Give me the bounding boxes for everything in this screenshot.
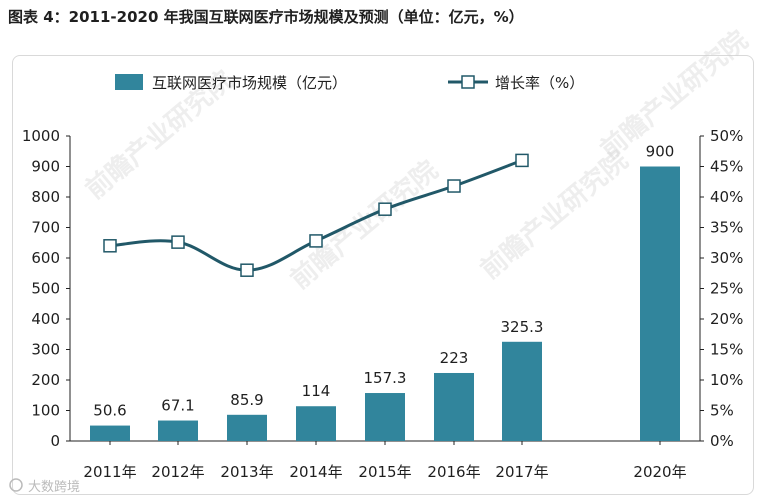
bar-value-label: 50.6 xyxy=(93,402,126,420)
left-ticks: 0 100 200 300 400 500 600 700 800 900 1000 xyxy=(22,127,70,450)
right-tick-label: 50% xyxy=(710,127,743,145)
legend-bar-label: 互联网医疗市场规模（亿元） xyxy=(152,74,347,92)
left-tick-label: 200 xyxy=(31,371,60,389)
category-label: 2012年 xyxy=(151,463,204,481)
page-title: 图表 4：2011-2020 年我国互联网医疗市场规模及预测（单位：亿元，%） xyxy=(8,8,524,26)
right-tick-label: 25% xyxy=(710,280,743,298)
category-label: 2017年 xyxy=(495,463,548,481)
left-tick-label: 300 xyxy=(31,341,60,359)
watermark-text: 前瞻产业研究院 xyxy=(475,145,634,286)
right-tick-label: 20% xyxy=(710,310,743,328)
growth-line xyxy=(103,153,529,277)
left-tick-label: 400 xyxy=(31,310,60,328)
left-tick-label: 900 xyxy=(31,158,60,176)
growth-point xyxy=(171,235,185,249)
bar xyxy=(640,166,680,441)
category-label: 2014年 xyxy=(289,463,342,481)
legend-line-marker xyxy=(461,75,475,89)
left-tick-label: 700 xyxy=(31,219,60,237)
right-tick-label: 45% xyxy=(710,158,743,176)
bar xyxy=(296,406,336,441)
right-tick-label: 35% xyxy=(710,219,743,237)
category-label: 2020年 xyxy=(633,463,686,481)
left-tick-label: 100 xyxy=(31,402,60,420)
left-tick-label: 1000 xyxy=(22,127,60,145)
right-tick-label: 5% xyxy=(710,402,734,420)
bar-value-label: 223 xyxy=(440,349,469,367)
category-label: 2011年 xyxy=(83,463,136,481)
bar-value-label: 114 xyxy=(302,382,331,400)
right-tick-label: 0% xyxy=(710,432,734,450)
bar-value-label: 325.3 xyxy=(501,318,544,336)
right-tick-label: 15% xyxy=(710,341,743,359)
watermark-text: 前瞻产业研究院 xyxy=(285,155,444,296)
bar-value-label: 900 xyxy=(646,143,675,161)
bar xyxy=(434,372,474,441)
bar-value-label: 157.3 xyxy=(364,369,407,387)
legend-line-label: 增长率（%） xyxy=(495,74,584,92)
right-tick-label: 10% xyxy=(710,371,743,389)
growth-point xyxy=(515,153,529,168)
bar-labels: 50.6 67.1 85.9 114 157.3 223 325.3 900 xyxy=(93,143,674,420)
category-label: 2015年 xyxy=(358,463,411,481)
bar-value-label: 67.1 xyxy=(161,397,194,415)
left-tick-label: 600 xyxy=(31,249,60,267)
right-tick-label: 40% xyxy=(710,188,743,206)
category-label: 2016年 xyxy=(427,463,480,481)
legend: 互联网医疗市场规模（亿元） 增长率（%） xyxy=(115,74,584,92)
right-tick-label: 30% xyxy=(710,249,743,267)
legend-bar-swatch xyxy=(115,74,143,90)
bar xyxy=(227,414,267,441)
bar-value-label: 85.9 xyxy=(230,391,263,409)
growth-point xyxy=(240,263,254,277)
bar xyxy=(158,420,198,441)
footer-logo-text: 大数跨境 xyxy=(28,480,80,495)
growth-point xyxy=(103,239,117,253)
growth-point xyxy=(447,179,461,193)
right-ticks: 0% 5% 10% 15% 20% 25% 30% 35% 40% 45% 50% xyxy=(700,127,743,450)
left-tick-label: 500 xyxy=(31,280,60,298)
bar xyxy=(502,341,542,441)
category-label: 2013年 xyxy=(220,463,273,481)
category-labels: 2011年 2012年 2013年 2014年 2015年 2016年 2017年 2020年 xyxy=(83,441,687,481)
footer-logo-icon xyxy=(9,478,23,492)
left-tick-label: 0 xyxy=(50,432,60,450)
bar xyxy=(365,393,405,441)
left-tick-label: 800 xyxy=(31,188,60,206)
growth-point xyxy=(309,234,323,248)
growth-point xyxy=(378,202,392,216)
bars xyxy=(90,166,680,441)
bar xyxy=(90,425,130,441)
